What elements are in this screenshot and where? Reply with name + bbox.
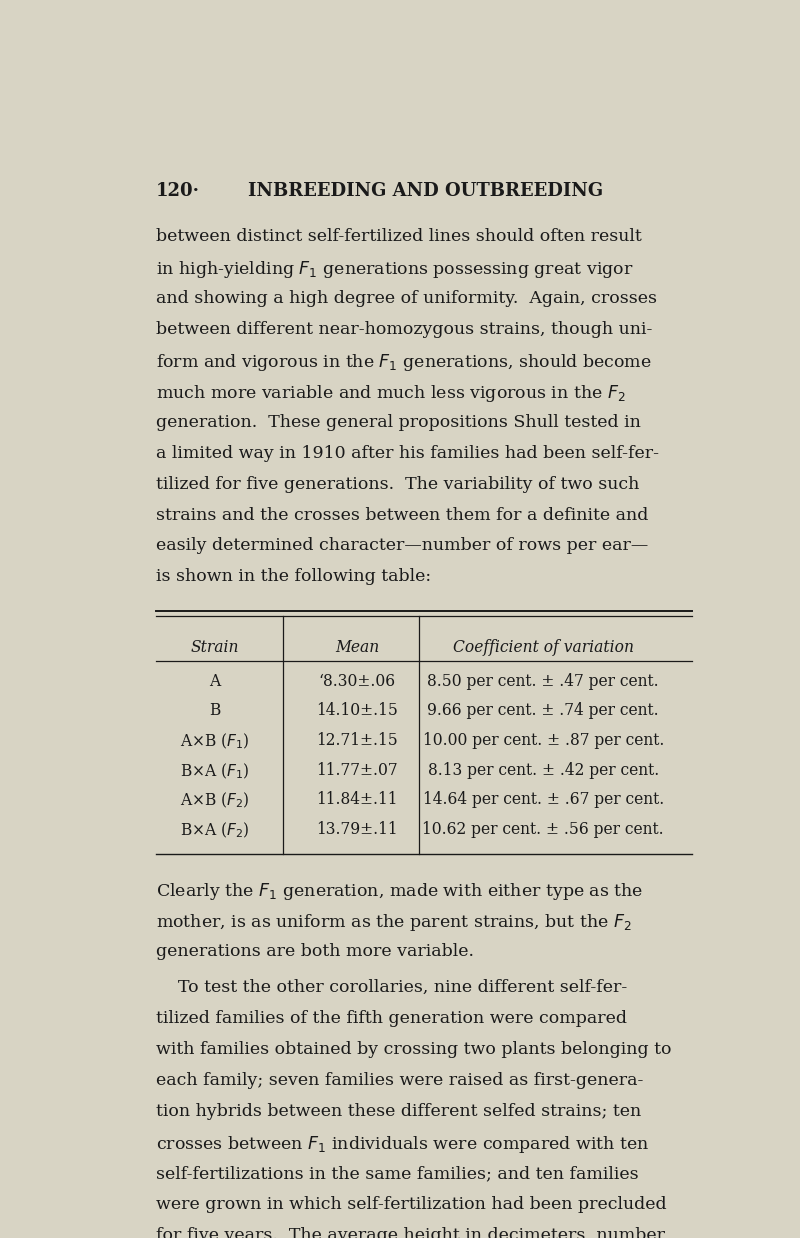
Text: 9.66 per cent. ± .74 per cent.: 9.66 per cent. ± .74 per cent. [427, 702, 659, 719]
Text: 12.71±.15: 12.71±.15 [317, 732, 398, 749]
Text: INBREEDING AND OUTBREEDING: INBREEDING AND OUTBREEDING [248, 182, 603, 199]
Text: each family; seven families were raised as first-genera-: each family; seven families were raised … [156, 1072, 643, 1089]
Text: B×A ($F_1$): B×A ($F_1$) [180, 761, 250, 781]
Text: much more variable and much less vigorous in the $F_2$: much more variable and much less vigorou… [156, 383, 626, 404]
Text: A×B ($F_2$): A×B ($F_2$) [180, 791, 250, 811]
Text: for five years.  The average height in decimeters, number: for five years. The average height in de… [156, 1227, 665, 1238]
Text: and showing a high degree of uniformity.  Again, crosses: and showing a high degree of uniformity.… [156, 290, 657, 307]
Text: generations are both more variable.: generations are both more variable. [156, 942, 474, 959]
Text: Clearly the $F_1$ generation, made with either type as the: Clearly the $F_1$ generation, made with … [156, 880, 643, 901]
Text: with families obtained by crossing two plants belonging to: with families obtained by crossing two p… [156, 1041, 671, 1058]
Text: ‘8.30±.06: ‘8.30±.06 [318, 672, 396, 690]
Text: between distinct self-fertilized lines should often result: between distinct self-fertilized lines s… [156, 228, 642, 245]
Text: 8.13 per cent. ± .42 per cent.: 8.13 per cent. ± .42 per cent. [428, 761, 659, 779]
Text: form and vigorous in the $F_1$ generations, should become: form and vigorous in the $F_1$ generatio… [156, 352, 652, 373]
Text: 120·: 120· [156, 182, 200, 199]
Text: Strain: Strain [190, 639, 239, 656]
Text: 14.64 per cent. ± .67 per cent.: 14.64 per cent. ± .67 per cent. [422, 791, 664, 808]
Text: a limited way in 1910 after his families had been self-fer-: a limited way in 1910 after his families… [156, 444, 659, 462]
Text: generation.  These general propositions Shull tested in: generation. These general propositions S… [156, 413, 641, 431]
Text: 10.00 per cent. ± .87 per cent.: 10.00 per cent. ± .87 per cent. [422, 732, 664, 749]
Text: between different near-homozygous strains, though uni-: between different near-homozygous strain… [156, 321, 652, 338]
Text: 10.62 per cent. ± .56 per cent.: 10.62 per cent. ± .56 per cent. [422, 821, 664, 838]
Text: 13.79±.11: 13.79±.11 [317, 821, 398, 838]
Text: self-fertilizations in the same families; and ten families: self-fertilizations in the same families… [156, 1165, 638, 1182]
Text: crosses between $F_1$ individuals were compared with ten: crosses between $F_1$ individuals were c… [156, 1134, 650, 1155]
Text: A×B ($F_1$): A×B ($F_1$) [180, 732, 250, 751]
Text: tilized for five generations.  The variability of two such: tilized for five generations. The variab… [156, 475, 639, 493]
Text: is shown in the following table:: is shown in the following table: [156, 568, 431, 586]
Text: 11.77±.07: 11.77±.07 [317, 761, 398, 779]
Text: B: B [209, 702, 220, 719]
Text: B×A ($F_2$): B×A ($F_2$) [180, 821, 250, 841]
Text: A: A [209, 672, 220, 690]
Text: were grown in which self-fertilization had been precluded: were grown in which self-fertilization h… [156, 1196, 666, 1213]
Text: mother, is as uniform as the parent strains, but the $F_2$: mother, is as uniform as the parent stra… [156, 911, 631, 932]
Text: easily determined character—number of rows per ear—: easily determined character—number of ro… [156, 537, 648, 555]
Text: 11.84±.11: 11.84±.11 [317, 791, 398, 808]
Text: To test the other corollaries, nine different self-fer-: To test the other corollaries, nine diff… [156, 979, 627, 997]
Text: in high-yielding $F_1$ generations possessing great vigor: in high-yielding $F_1$ generations posse… [156, 259, 634, 280]
Text: Mean: Mean [335, 639, 379, 656]
Text: tilized families of the fifth generation were compared: tilized families of the fifth generation… [156, 1010, 627, 1028]
Text: tion hybrids between these different selfed strains; ten: tion hybrids between these different sel… [156, 1103, 641, 1120]
Text: 14.10±.15: 14.10±.15 [316, 702, 398, 719]
Text: 8.50 per cent. ± .47 per cent.: 8.50 per cent. ± .47 per cent. [427, 672, 659, 690]
Text: Coefficient of variation: Coefficient of variation [453, 639, 634, 656]
Text: strains and the crosses between them for a definite and: strains and the crosses between them for… [156, 506, 648, 524]
